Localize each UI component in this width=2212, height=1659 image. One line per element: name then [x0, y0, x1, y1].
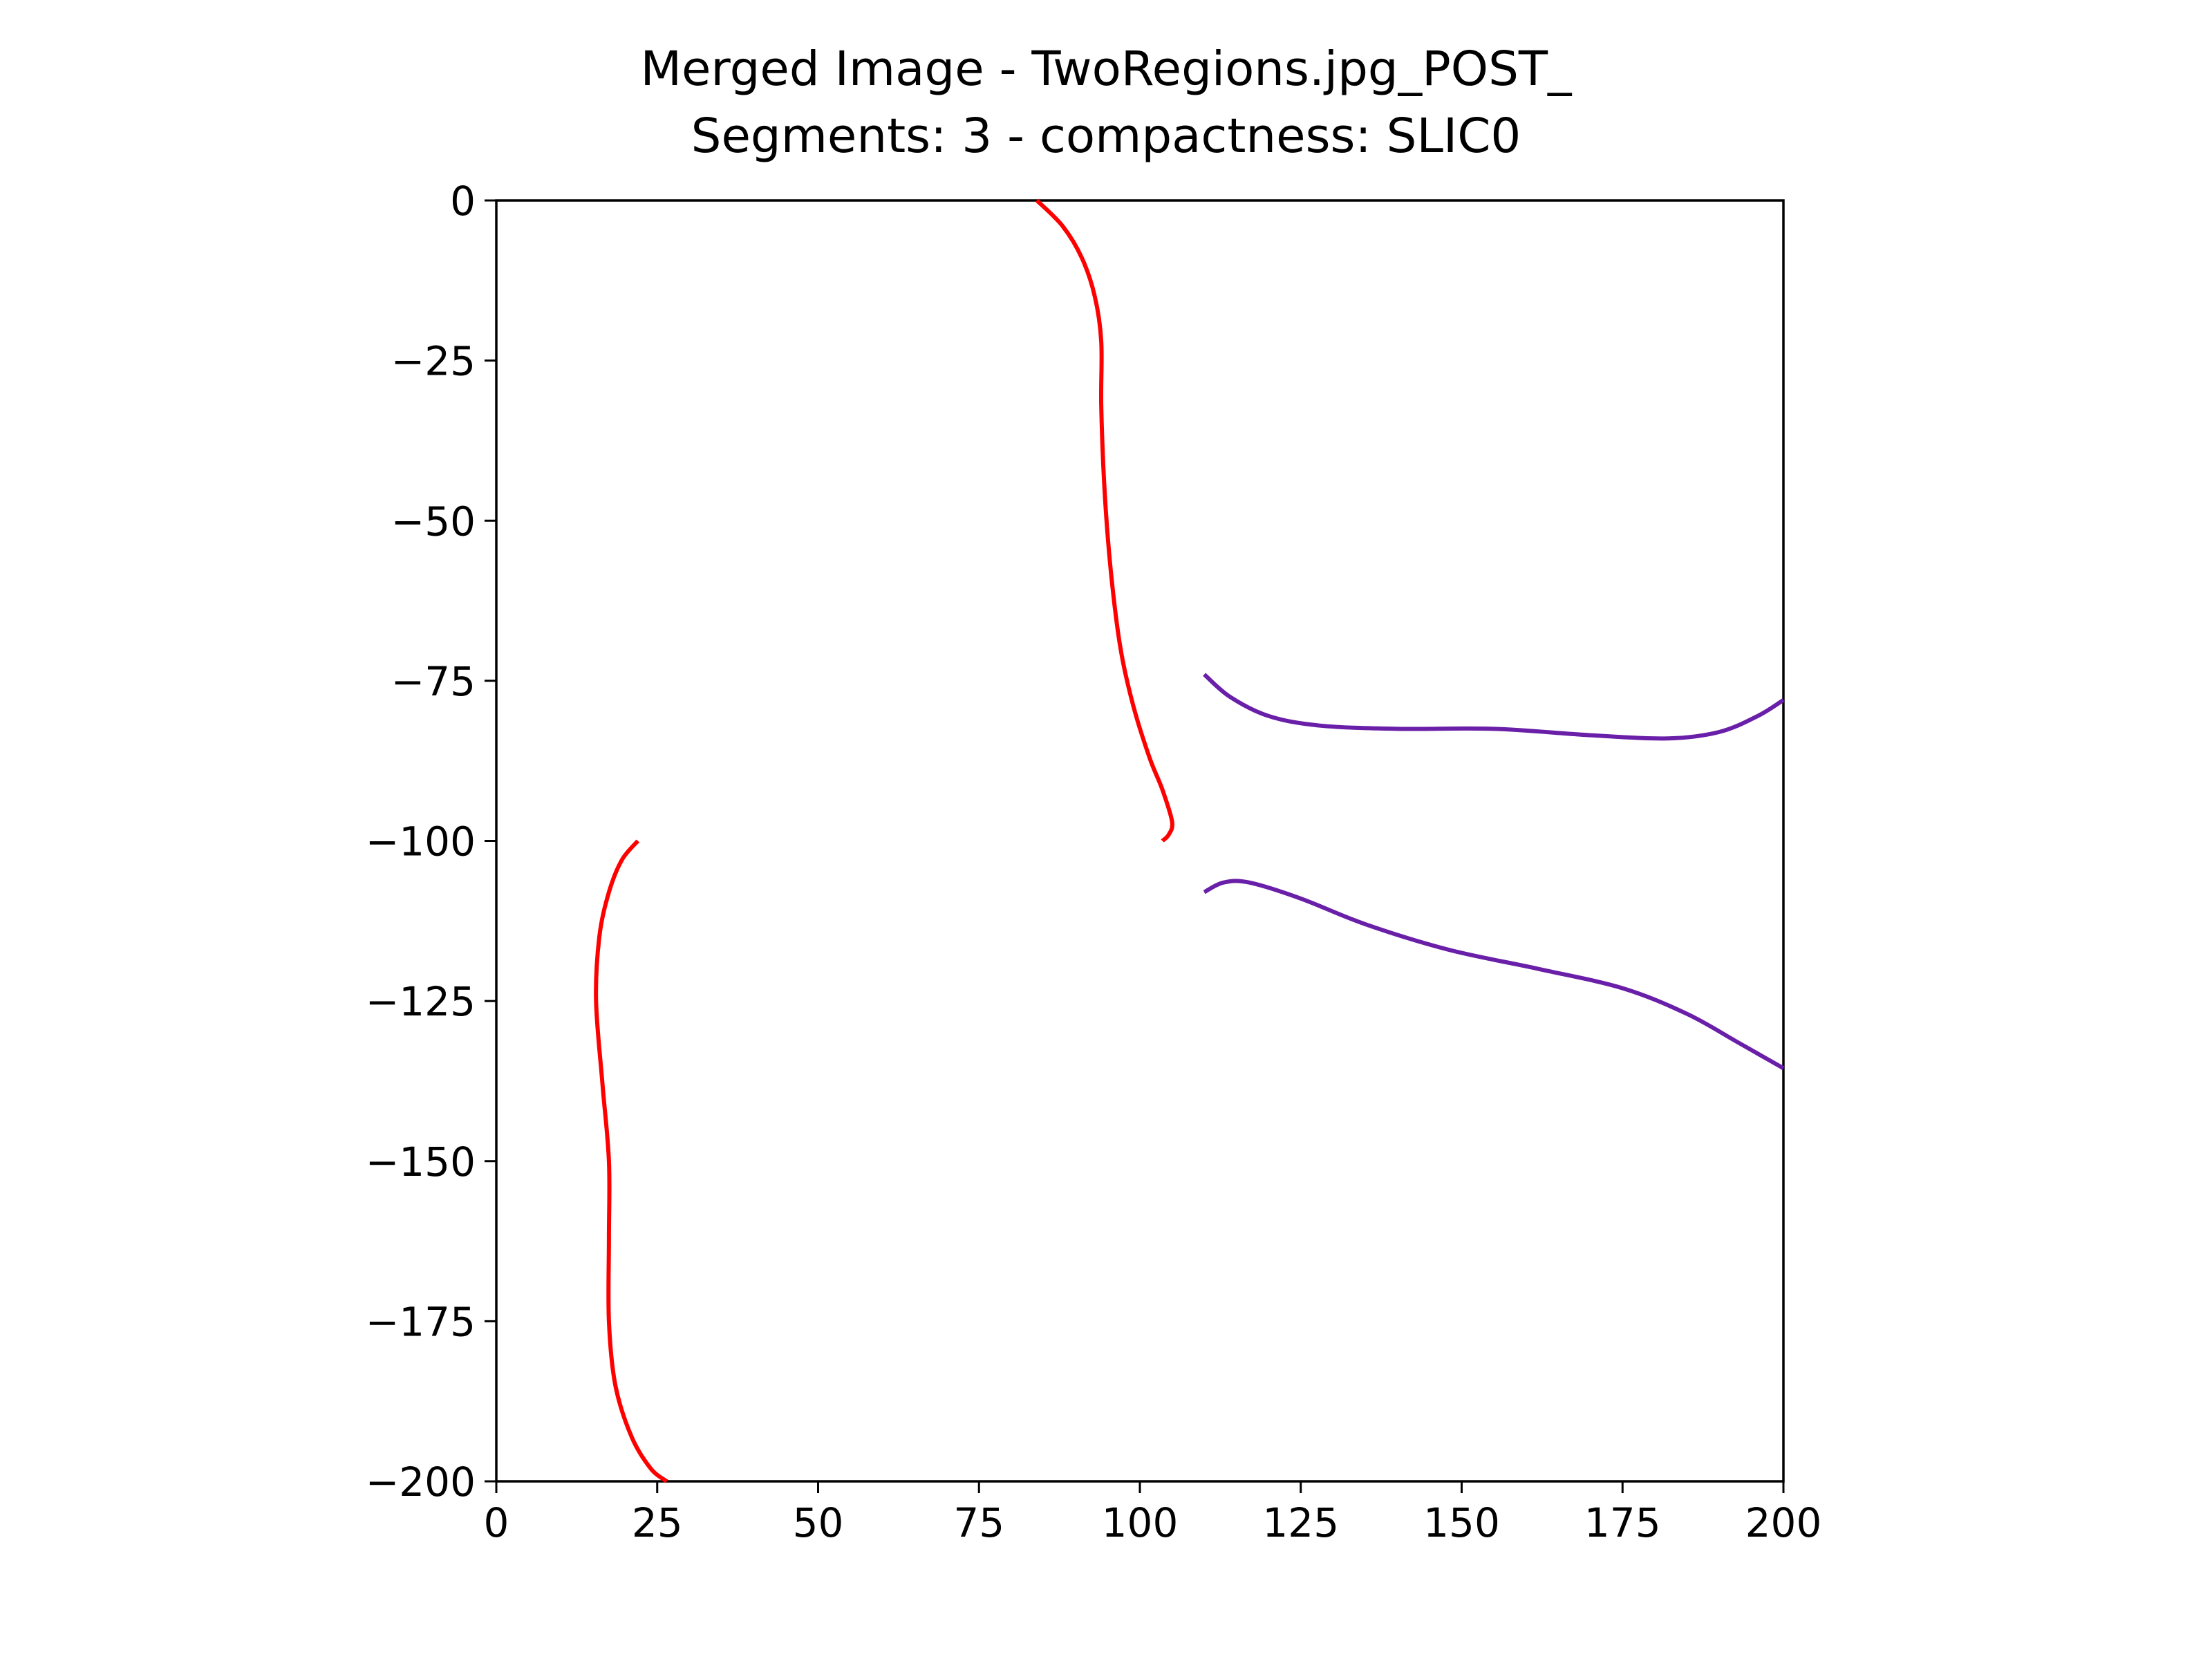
series-line-2 [594, 839, 668, 1483]
series-layer [594, 198, 1785, 1483]
chart-title-line-2: Segments: 3 - compactness: SLIC0 [691, 109, 1521, 164]
y-tick-label: −100 [366, 818, 476, 865]
x-tick-label: 75 [953, 1499, 1004, 1546]
y-tick-label: −25 [391, 338, 476, 385]
y-tick-label: −75 [391, 658, 476, 705]
plot-area [495, 199, 1785, 1483]
series-line-3 [1203, 673, 1785, 741]
y-tick-label: −50 [391, 498, 476, 545]
x-tick-label: 0 [484, 1499, 509, 1546]
x-tick-label: 150 [1423, 1499, 1500, 1546]
x-tick-label: 100 [1102, 1499, 1179, 1546]
x-axis: 0 25 50 75 100 125 150 175 200 [484, 1481, 1822, 1546]
y-tick-label: −175 [366, 1298, 476, 1345]
y-axis: 0 −25 −50 −75 −100 −125 −150 −175 −200 [366, 178, 496, 1506]
series-line-4 [1203, 879, 1785, 1071]
y-tick-label: −200 [366, 1459, 476, 1506]
x-tick-label: 50 [793, 1499, 844, 1546]
series-line-1 [1035, 198, 1174, 843]
y-tick-label: 0 [450, 178, 476, 225]
chart-title-line-1: Merged Image - TwoRegions.jpg_POST_ [640, 41, 1573, 97]
y-tick-label: −125 [366, 978, 476, 1025]
x-tick-label: 175 [1584, 1499, 1661, 1546]
x-tick-label: 25 [632, 1499, 683, 1546]
y-tick-label: −150 [366, 1138, 476, 1185]
x-tick-label: 200 [1745, 1499, 1822, 1546]
x-tick-label: 125 [1262, 1499, 1339, 1546]
